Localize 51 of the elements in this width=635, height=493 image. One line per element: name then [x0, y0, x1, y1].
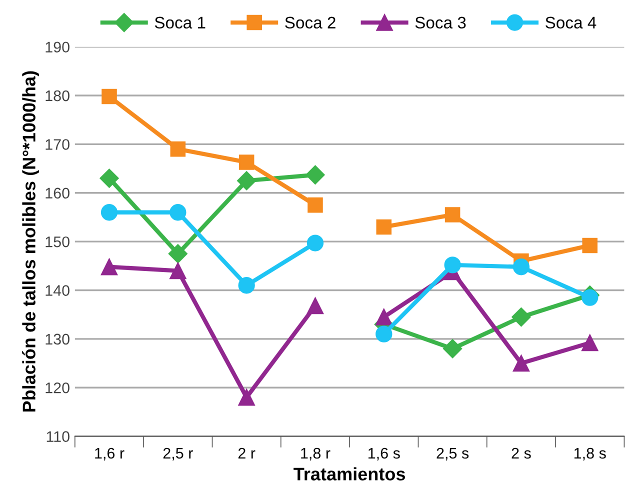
point: [582, 334, 598, 352]
point: [100, 204, 118, 221]
point: [306, 165, 325, 184]
y-tick-label: 130: [46, 334, 70, 345]
y-tick-label: 150: [46, 236, 70, 248]
y-tick-label: 120: [46, 382, 70, 394]
point: [376, 308, 392, 326]
point: [238, 389, 255, 406]
point: [512, 307, 531, 327]
x-tick-label: 2,5 r: [163, 448, 193, 460]
y-tick-label: 190: [46, 42, 70, 53]
point: [582, 289, 598, 306]
point: [512, 354, 530, 372]
legend-label: Soca 1: [154, 16, 206, 29]
point: [376, 326, 392, 342]
point: [170, 141, 186, 157]
legend-label: Soca 4: [546, 16, 596, 29]
y-tick-label: 110: [46, 431, 70, 442]
x-tick-label: 1,8 r: [301, 448, 330, 460]
legend-label: Soca 2: [285, 16, 336, 29]
point: [444, 207, 460, 222]
point: [306, 298, 324, 314]
point: [582, 238, 598, 254]
y-tick-label: 160: [46, 188, 70, 199]
x-tick-label: 2,5 s: [436, 448, 469, 460]
point: [308, 197, 323, 213]
point: [102, 88, 117, 104]
point: [444, 256, 461, 274]
x-tick-label: 1,6 r: [95, 448, 124, 460]
point: [168, 244, 188, 264]
y-tick-label: 180: [46, 90, 70, 102]
point: [376, 219, 392, 235]
y-tick-label: 140: [46, 285, 70, 296]
x-tick-label: 1,6 s: [368, 448, 400, 460]
point: [238, 277, 255, 294]
x-tick-label: 2 s: [512, 448, 531, 459]
x-axis-title: Tratamientos: [294, 467, 406, 480]
point: [237, 171, 256, 190]
y-axis-title: Pblación de tallos molibles (N°*1000/ha): [22, 71, 40, 412]
legend-label: Soca 3: [415, 16, 466, 29]
point: [512, 258, 530, 276]
y-tick-label: 170: [46, 139, 70, 150]
x-tick-label: 1,8 s: [574, 448, 606, 460]
point: [170, 262, 186, 280]
point: [306, 234, 324, 252]
x-tick-label: 2 r: [238, 448, 256, 458]
point: [238, 154, 254, 170]
point: [443, 339, 462, 358]
point: [100, 258, 118, 276]
point: [100, 168, 119, 188]
point: [170, 204, 186, 221]
